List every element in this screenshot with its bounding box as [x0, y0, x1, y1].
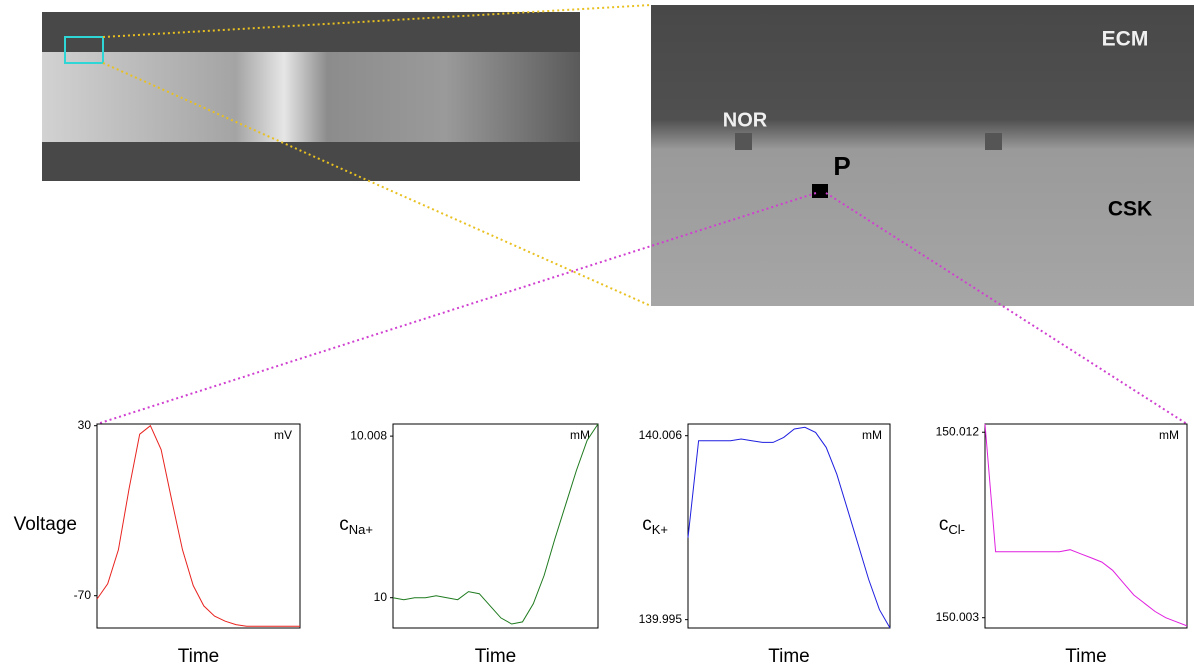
probe-connector — [825, 192, 1188, 425]
y-axis-label-main: c — [339, 514, 349, 535]
y-tick-label: 30 — [78, 418, 92, 432]
probe-connector — [96, 192, 817, 425]
y-axis-label-main: c — [642, 514, 652, 535]
unit-label: mM — [862, 428, 882, 442]
probe-point — [812, 184, 828, 198]
region-label: NOR — [723, 109, 768, 131]
plot-frame — [687, 423, 891, 629]
data-line — [687, 426, 891, 629]
point-label: P — [833, 151, 850, 181]
y-axis-label: cK+ — [642, 514, 668, 537]
y-tick-label: 150.003 — [936, 610, 980, 624]
y-axis-label-sub: Cl- — [948, 522, 965, 537]
x-axis-label: Time — [1065, 646, 1107, 667]
zoom-box — [64, 36, 104, 64]
data-line — [96, 424, 300, 627]
x-axis-label: Time — [178, 646, 220, 667]
y-tick-label: 10 — [374, 590, 388, 604]
y-axis-label-main: Voltage — [14, 514, 77, 535]
y-tick-label: 150.012 — [936, 424, 980, 438]
y-axis-label: cCl- — [939, 514, 965, 537]
x-axis-label: Time — [768, 646, 810, 667]
y-axis-label-sub: Na+ — [349, 522, 373, 537]
y-axis-label-main: c — [939, 514, 949, 535]
unit-label: mM — [1159, 428, 1179, 442]
region-label: ECM — [1102, 28, 1149, 51]
y-tick-label: 140.006 — [639, 428, 683, 442]
data-line — [392, 423, 599, 625]
plot-frame — [96, 423, 301, 629]
plot-frame — [392, 423, 599, 629]
plot-frame — [984, 423, 1188, 629]
unit-label: mV — [274, 428, 292, 442]
y-axis-label-sub: K+ — [652, 522, 668, 537]
x-axis-label: Time — [475, 646, 517, 667]
unit-label: mM — [570, 428, 590, 442]
node — [735, 133, 752, 150]
zoom-connector — [102, 4, 652, 38]
y-tick-label: 139.995 — [639, 612, 683, 626]
y-tick-label: 10.008 — [350, 428, 387, 442]
axon-band — [42, 52, 580, 142]
node — [985, 133, 1002, 150]
region-label: CSK — [1108, 198, 1152, 221]
y-axis-label: Voltage — [14, 514, 77, 535]
y-tick-label: -70 — [74, 588, 92, 602]
y-axis-label: cNa+ — [339, 514, 373, 537]
data-line — [984, 423, 1188, 627]
